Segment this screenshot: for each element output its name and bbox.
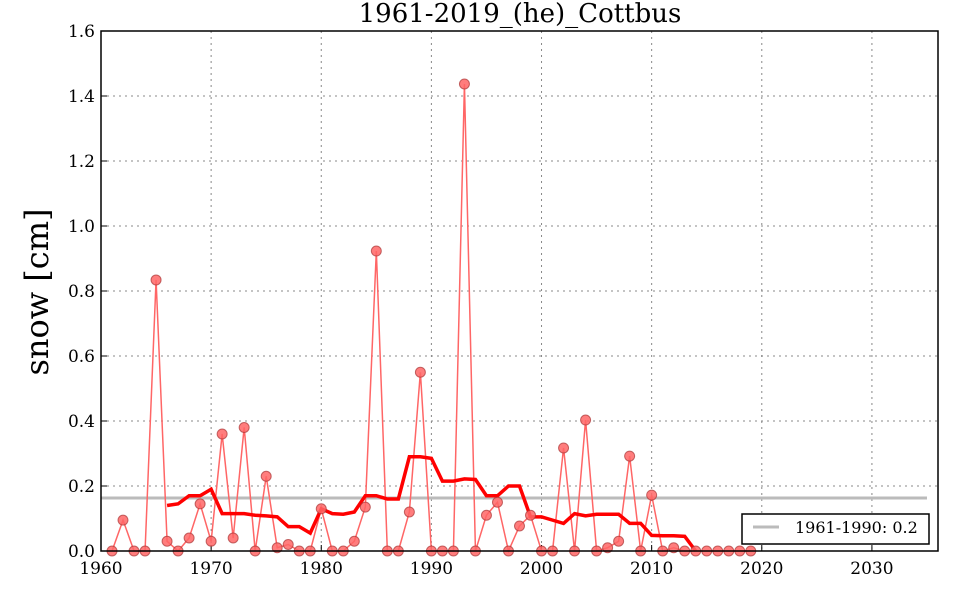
data-point	[359, 501, 371, 513]
moving-average-line	[166, 455, 698, 553]
data-point	[514, 520, 525, 532]
data-point	[646, 489, 658, 501]
legend: 1961-1990: 0.2	[741, 513, 930, 545]
data-point	[348, 535, 360, 547]
data-point	[370, 245, 382, 257]
data-point	[491, 496, 503, 508]
y-tick-label: 1.0	[68, 217, 95, 237]
data-point	[525, 509, 537, 521]
data-point	[414, 366, 426, 378]
data-point	[183, 532, 195, 544]
x-tick-label: 1990	[410, 559, 453, 579]
data-point	[458, 78, 470, 90]
data-point	[238, 422, 250, 433]
x-tick-label: 1980	[300, 559, 343, 579]
data-point	[558, 442, 570, 454]
y-tick-label: 0.0	[68, 542, 95, 562]
annual-line	[111, 83, 751, 554]
y-tick-label: 0.4	[68, 412, 95, 432]
data-point	[403, 506, 415, 518]
y-tick-label: 1.2	[68, 152, 95, 172]
y-tick-label: 0.2	[68, 477, 95, 497]
data-point	[624, 450, 636, 462]
data-point	[216, 428, 228, 440]
x-tick-label: 1970	[189, 559, 232, 579]
y-axis-label: snow [cm]	[18, 208, 56, 375]
x-tick-label: 2000	[520, 559, 563, 579]
chart-title: 1961-2019_(he)_Cottbus	[359, 0, 682, 29]
x-tick-label: 2020	[740, 559, 783, 579]
y-tick-label: 1.4	[68, 87, 95, 107]
data-point	[613, 535, 625, 547]
data-point	[480, 509, 492, 521]
legend-baseline-label: 1961-1990: 0.2	[795, 518, 918, 537]
x-tick-label: 1960	[79, 559, 122, 579]
data-point	[260, 470, 272, 482]
data-point	[205, 535, 217, 547]
data-point	[282, 539, 294, 550]
y-tick-label: 0.6	[68, 347, 95, 367]
x-tick-label: 2030	[850, 559, 893, 579]
data-point	[150, 274, 162, 286]
plot-frame	[100, 30, 939, 552]
data-point	[117, 514, 129, 526]
x-tick-label: 2010	[630, 559, 673, 579]
data-point	[315, 503, 327, 515]
data-point	[194, 498, 206, 510]
data-point	[161, 535, 173, 547]
data-point	[580, 414, 592, 426]
y-tick-label: 0.8	[68, 282, 95, 302]
data-point	[227, 532, 239, 544]
y-tick-label: 1.6	[68, 22, 95, 42]
